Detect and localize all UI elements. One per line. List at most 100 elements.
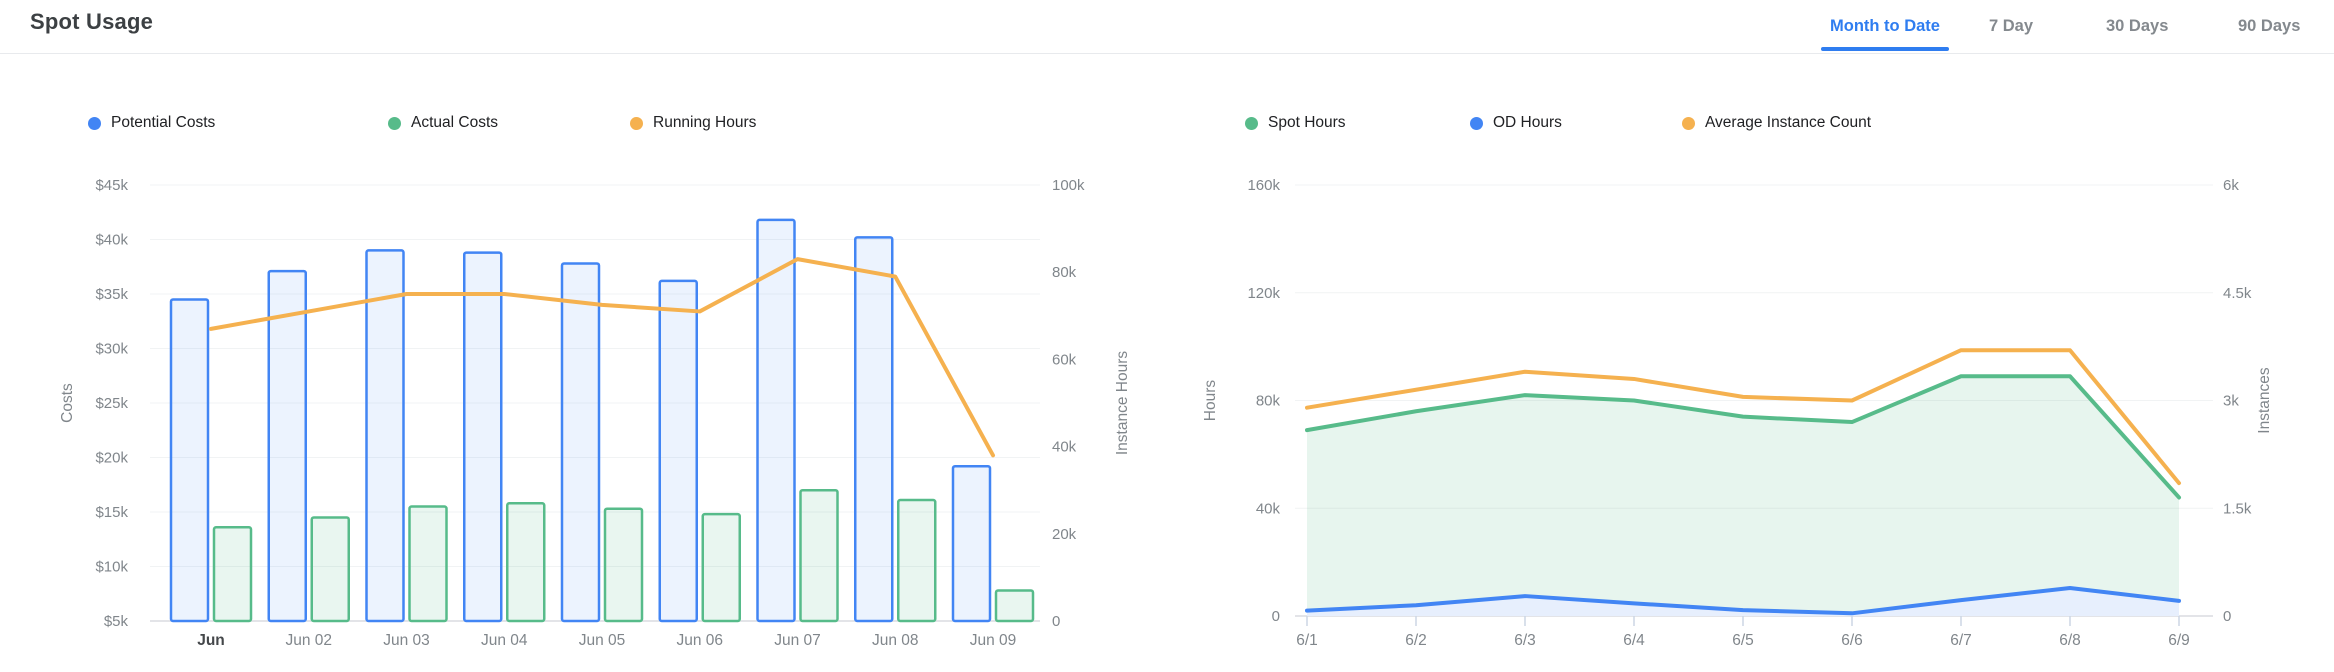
left-axis-tick-label: $45k — [95, 177, 128, 194]
left-axis-tick-label: $10k — [95, 559, 128, 576]
right-axis-tick-label: 40k — [1052, 439, 1077, 456]
legend-item-spot-hours[interactable]: Spot Hours — [1245, 108, 1346, 138]
left-axis-title: Costs — [59, 383, 76, 423]
running-hours-line[interactable] — [209, 257, 995, 458]
bar-Jun 04[interactable] — [463, 251, 503, 623]
page-title: Spot Usage — [30, 9, 154, 34]
left-axis-tick-label: $25k — [95, 395, 128, 412]
spot-hours-area — [1307, 376, 2179, 616]
tab-7-day[interactable]: 7 Day — [1989, 0, 2033, 53]
bar-Jun 02[interactable] — [310, 516, 350, 623]
tab-90-days-label: 90 Days — [2238, 17, 2301, 35]
header: Spot Usage Month to Date 7 Day 30 Days 9… — [0, 0, 2334, 54]
bar-Jun 09[interactable] — [951, 464, 992, 623]
tab-month-to-date-label: Month to Date — [1830, 17, 1940, 35]
bar-Jun 07[interactable] — [756, 218, 796, 623]
tab-7-day-label: 7 Day — [1989, 17, 2034, 35]
tab-month-to-date[interactable]: Month to Date — [1821, 0, 1949, 53]
right-axis-tick-label: 100k — [1052, 177, 1085, 194]
bar-Jun[interactable] — [169, 298, 210, 623]
bar-Jun 05[interactable] — [603, 507, 644, 623]
x-axis-label: 6/1 — [1296, 632, 1318, 649]
left-axis-tick-label: $20k — [95, 450, 128, 467]
left-axis-tick-label: $15k — [95, 504, 128, 521]
x-axis-label: 6/3 — [1514, 632, 1536, 649]
bar-Jun 06[interactable] — [701, 512, 741, 623]
potential-costs-dot-icon — [88, 116, 101, 130]
left-axis-tick-label: $35k — [95, 286, 128, 303]
actual-costs-dot-icon — [388, 116, 401, 130]
bar-Jun[interactable] — [212, 526, 253, 623]
bar-Jun 03[interactable] — [408, 505, 448, 623]
legend-label-spot-hours: Spot Hours — [1268, 114, 1346, 131]
left-axis-tick-label: 120k — [1247, 285, 1280, 302]
right-axis-title: Instances — [2256, 367, 2273, 434]
actual-costs-bars — [212, 488, 1035, 623]
left-axis-tick-label: 160k — [1247, 177, 1280, 194]
x-axis-label: 6/6 — [1841, 632, 1863, 649]
right-axis-tick-label: 80k — [1052, 264, 1077, 281]
running-hours-dot-icon — [630, 116, 643, 130]
bar-Jun 08[interactable] — [854, 236, 894, 623]
x-axis-label: 6/9 — [2168, 632, 2190, 649]
right-axis-tick-label: 0 — [2223, 608, 2231, 625]
x-axis-label: Jun 09 — [970, 632, 1017, 649]
x-axis-label: Jun — [197, 632, 225, 649]
tab-30-days-label: 30 Days — [2106, 17, 2169, 35]
legend-label-average-instance-count: Average Instance Count — [1705, 114, 1872, 131]
right-axis-tick-label: 6k — [2223, 177, 2239, 194]
potential-costs-bars — [169, 218, 992, 623]
legend-label-od-hours: OD Hours — [1493, 114, 1562, 131]
legend-item-od-hours[interactable]: OD Hours — [1470, 108, 1562, 138]
x-axis-label: 6/4 — [1623, 632, 1645, 649]
average-instance-count-dot-icon — [1682, 116, 1695, 130]
header-divider — [0, 53, 2334, 54]
x-axis-label: Jun 06 — [676, 632, 723, 649]
left-axis-tick-label: $30k — [95, 341, 128, 358]
bar-Jun 09[interactable] — [994, 589, 1035, 623]
legend-item-potential-costs[interactable]: Potential Costs — [88, 108, 215, 138]
x-axis-label: Jun 02 — [285, 632, 332, 649]
bar-Jun 02[interactable] — [267, 269, 307, 623]
legend-label-potential-costs: Potential Costs — [111, 114, 216, 131]
bar-Jun 06[interactable] — [658, 279, 698, 623]
left-axis-title: Hours — [1202, 380, 1219, 422]
tab-30-days[interactable]: 30 Days — [2106, 0, 2168, 53]
bar-Jun 07[interactable] — [799, 488, 839, 623]
right-axis-tick-label: 0 — [1052, 613, 1060, 630]
x-axis-label: 6/5 — [1732, 632, 1754, 649]
left-axis-tick-label: 0 — [1272, 608, 1280, 625]
od-hours-area — [1307, 587, 2179, 616]
left-axis-tick-label: 40k — [1256, 500, 1281, 517]
x-axis-label: Jun 08 — [872, 632, 919, 649]
x-axis-label: Jun 07 — [774, 632, 821, 649]
bar-Jun 05[interactable] — [560, 262, 601, 623]
right-axis-tick-label: 20k — [1052, 526, 1077, 543]
legend-item-actual-costs[interactable]: Actual Costs — [388, 108, 498, 138]
hours-chart: 160k 120k 80k 40k 0 6k 4.5k 3k 1.5k 0 Hours Instanc… — [1202, 177, 2273, 649]
x-axis-label: 6/7 — [1950, 632, 1972, 649]
od-hours-line[interactable] — [1305, 585, 2181, 616]
bar-Jun 03[interactable] — [365, 249, 405, 623]
x-axis-label: Jun 05 — [579, 632, 626, 649]
right-axis-title: Instance Hours — [1114, 351, 1131, 455]
bar-Jun 04[interactable] — [506, 502, 546, 623]
x-axis-label: 6/2 — [1405, 632, 1427, 649]
right-axis-tick-label: 4.5k — [2223, 285, 2252, 302]
left-axis-tick-label: $5k — [104, 613, 129, 630]
legend-item-average-instance-count[interactable]: Average Instance Count — [1682, 108, 1871, 138]
spot-hours-line[interactable] — [1305, 374, 2181, 500]
costs-chart: $45k $40k $35k $30k $25k $20k $15k $10k $5k 100k 8… — [59, 177, 1131, 649]
average-instance-count-line[interactable] — [1305, 348, 2181, 486]
right-axis-tick-label: 1.5k — [2223, 500, 2252, 517]
x-axis-label: Jun 03 — [383, 632, 430, 649]
bar-Jun 08[interactable] — [897, 498, 937, 623]
spot-hours-dot-icon — [1245, 116, 1258, 130]
x-axis-label: Jun 04 — [481, 632, 528, 649]
legend-label-running-hours: Running Hours — [653, 114, 757, 131]
left-axis-tick-label: 80k — [1256, 393, 1281, 410]
right-axis-tick-label: 60k — [1052, 351, 1077, 368]
tab-90-days[interactable]: 90 Days — [2238, 0, 2300, 53]
left-axis-tick-label: $40k — [95, 232, 128, 249]
legend-item-running-hours[interactable]: Running Hours — [630, 108, 756, 138]
